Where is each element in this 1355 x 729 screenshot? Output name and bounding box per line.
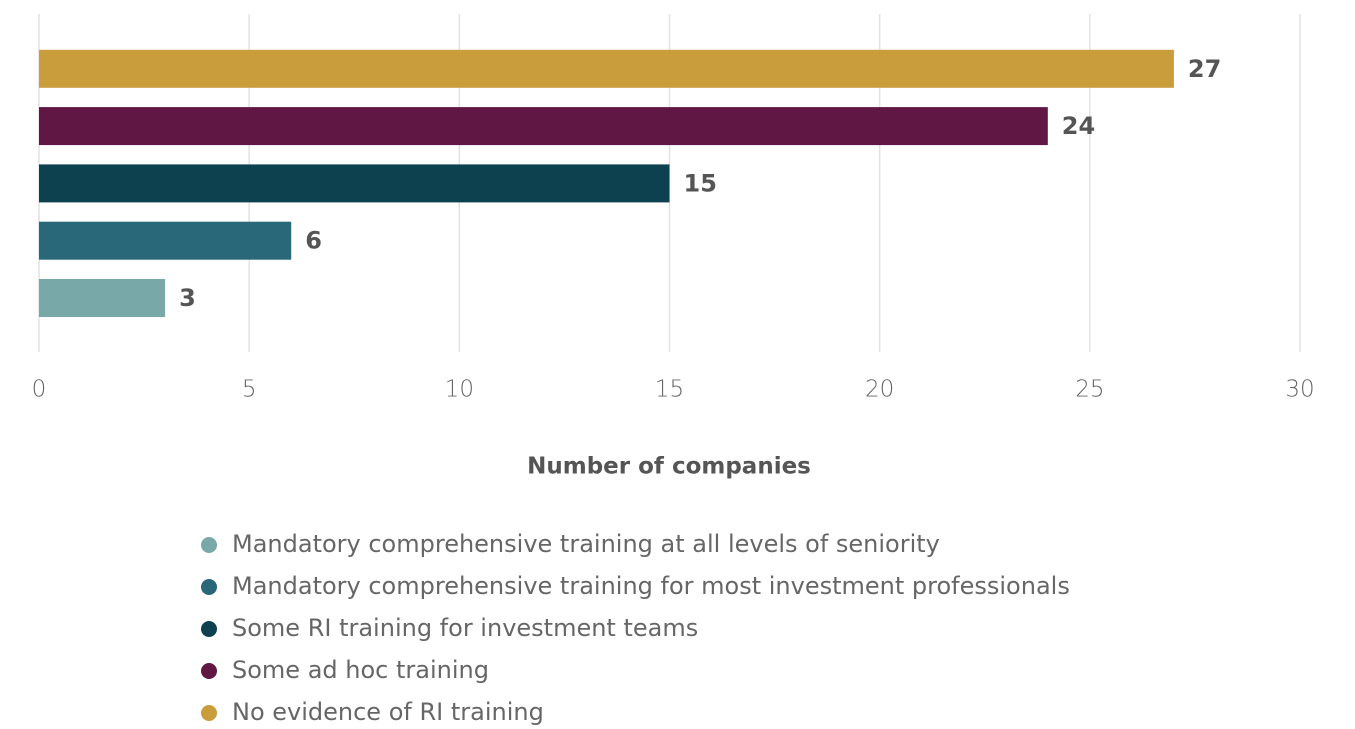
- x-tick-label: 10: [445, 377, 474, 403]
- data-label: 24: [1062, 112, 1095, 140]
- x-axis-title: Number of companies: [527, 454, 811, 480]
- x-tick-label: 25: [1075, 377, 1104, 403]
- legend-swatch: [201, 579, 217, 595]
- x-tick-label: 0: [32, 377, 47, 403]
- data-label: 27: [1188, 55, 1221, 83]
- bar: [39, 279, 166, 317]
- data-label: 6: [305, 227, 322, 255]
- legend-swatch: [201, 621, 217, 637]
- bar: [39, 107, 1048, 146]
- x-tick-label: 20: [865, 377, 894, 403]
- legend-label: Mandatory comprehensive training for mos…: [232, 572, 1070, 600]
- x-tick-label: 5: [242, 377, 257, 403]
- legend-swatch: [201, 537, 217, 553]
- x-tick-label: 30: [1285, 377, 1314, 403]
- bar: [39, 164, 670, 203]
- x-tick-label: 15: [655, 377, 684, 403]
- data-label: 15: [684, 169, 717, 197]
- bar: [39, 49, 1174, 88]
- legend-label: Some ad hoc training: [232, 656, 489, 684]
- data-label: 3: [179, 284, 196, 312]
- legend-label: No evidence of RI training: [232, 698, 544, 726]
- legend-label: Some RI training for investment teams: [232, 614, 698, 642]
- bar: [39, 221, 292, 260]
- legend-label: Mandatory comprehensive training at all …: [232, 530, 940, 558]
- legend-swatch: [201, 705, 217, 721]
- legend-swatch: [201, 663, 217, 679]
